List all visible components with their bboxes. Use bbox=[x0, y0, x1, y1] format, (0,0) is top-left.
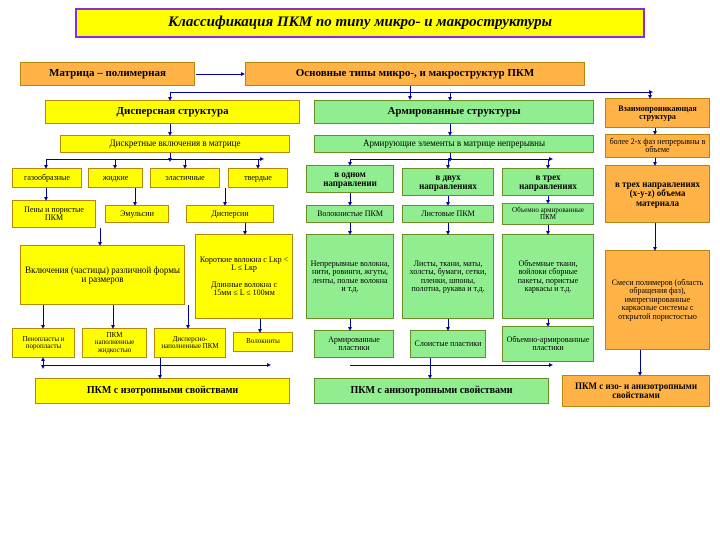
disp-filled-box: Дисперсно-наполненные ПКМ bbox=[154, 328, 226, 358]
sheet-pkm-box: Листовые ПКМ bbox=[402, 205, 494, 223]
arrow bbox=[548, 225, 549, 232]
emulsions-box: Эмульсии bbox=[105, 205, 169, 223]
arrow bbox=[46, 159, 261, 160]
arrow bbox=[548, 196, 549, 201]
aniso-box: ПКМ с анизотропными свойствами bbox=[314, 378, 549, 404]
elastic-box: эластичные bbox=[150, 168, 220, 188]
title-box: Классификация ПКМ по типу микро- и макро… bbox=[75, 8, 645, 38]
dispersions-box: Дисперсии bbox=[186, 205, 274, 223]
arrow bbox=[450, 124, 451, 133]
arrow bbox=[655, 223, 656, 248]
arrow bbox=[258, 159, 259, 166]
pkm-liquid-box: ПКМ наполненные жидкостью bbox=[82, 328, 147, 358]
arrow bbox=[640, 350, 641, 373]
arrow bbox=[448, 319, 449, 328]
iso-aniso-box: ПКМ с изо- и анизотропными свойствами bbox=[562, 375, 710, 407]
voloknity-box: Волокниты bbox=[233, 332, 293, 352]
fiber-pkm-box: Волокнистые ПКМ bbox=[306, 205, 394, 223]
layer-plast-box: Слоистые пластики bbox=[410, 330, 486, 358]
fibers-box: Короткие волокна с Lкр < L ≤ Lкр Длинные… bbox=[195, 234, 293, 319]
two-phase: более 2-х фаз непрерывны в объеме bbox=[605, 134, 710, 158]
arrow bbox=[350, 319, 351, 328]
arrow bbox=[655, 158, 656, 163]
arrow bbox=[185, 159, 186, 166]
arrow bbox=[350, 365, 550, 366]
arrow bbox=[113, 305, 114, 326]
arrow bbox=[655, 128, 656, 132]
arrow bbox=[448, 160, 449, 166]
reinforced-structure: Армированные структуры bbox=[314, 100, 594, 124]
mixes-box: Смеси полимеров (область обращения фаз),… bbox=[605, 250, 710, 350]
arrow bbox=[350, 223, 351, 232]
discrete-inclusions: Дискретные включения в матрице bbox=[60, 135, 290, 153]
arrow bbox=[188, 305, 189, 326]
solid-box: твердые bbox=[228, 168, 288, 188]
iso-box: ПКМ с изотропными свойствами bbox=[35, 378, 290, 404]
reinf-plast-box: Армированные пластики bbox=[314, 330, 394, 358]
cont-fibers-box: Непрерывные волокна, нити, ровинги, жгут… bbox=[306, 234, 394, 319]
penoplast-box: Пенопласты и поропласты bbox=[12, 328, 75, 358]
one-dir-box: в одном направлении bbox=[306, 165, 394, 193]
vol-reinf-plast-box: Объемно-армированные пластики bbox=[502, 326, 594, 362]
arrow bbox=[100, 228, 101, 243]
arrow bbox=[260, 319, 261, 330]
arrow bbox=[196, 74, 242, 75]
arrow bbox=[350, 159, 351, 163]
two-dir-box: в двух направлениях bbox=[402, 168, 494, 196]
main-types-box: Основные типы микро-, и макроструктур ПК… bbox=[245, 62, 585, 86]
inclusions-box: Включения (частицы) различной формы и ра… bbox=[20, 245, 185, 305]
arrow bbox=[448, 196, 449, 203]
continuous-elements: Армирующие элементы в матрице непрерывны bbox=[314, 135, 594, 153]
foams-box: Пены и пористые ПКМ bbox=[12, 200, 96, 228]
volume-pkm-box: Объемно армированные ПКМ bbox=[502, 203, 594, 225]
arrow bbox=[160, 358, 161, 376]
arrow bbox=[225, 188, 226, 203]
volumes-box: Объемные ткани, войлоки сборные пакеты, … bbox=[502, 234, 594, 319]
interpen-structure: Взаимопроникающая структура bbox=[605, 98, 710, 128]
liquid-box: жидкие bbox=[88, 168, 143, 188]
arrow bbox=[548, 160, 549, 166]
arrow bbox=[170, 92, 650, 93]
arrow bbox=[170, 153, 171, 159]
arrow bbox=[448, 223, 449, 232]
three-xyz-box: в трех направлениях (x-y-z) объема матер… bbox=[605, 165, 710, 223]
sheets-box: Листы, ткани, маты, холсты, бумаги, сетк… bbox=[402, 234, 494, 319]
arrow bbox=[650, 92, 651, 96]
arrow bbox=[245, 223, 246, 232]
matrix-box: Матрица – полимерная bbox=[20, 62, 195, 86]
three-dir-box: в трех направлениях bbox=[502, 168, 594, 196]
arrow bbox=[46, 188, 47, 198]
arrow bbox=[115, 159, 116, 166]
arrow bbox=[43, 305, 44, 326]
arrow bbox=[43, 365, 268, 366]
arrow bbox=[450, 92, 451, 98]
arrow bbox=[43, 360, 44, 366]
arrow bbox=[548, 319, 549, 324]
arrow bbox=[135, 188, 136, 203]
arrow bbox=[46, 159, 47, 166]
disperse-structure: Дисперсная структура bbox=[45, 100, 300, 124]
arrow bbox=[450, 153, 451, 159]
gas-box: газообразные bbox=[12, 168, 82, 188]
arrow bbox=[170, 124, 171, 133]
arrow bbox=[350, 193, 351, 203]
arrow bbox=[170, 92, 171, 98]
arrow bbox=[430, 358, 431, 376]
